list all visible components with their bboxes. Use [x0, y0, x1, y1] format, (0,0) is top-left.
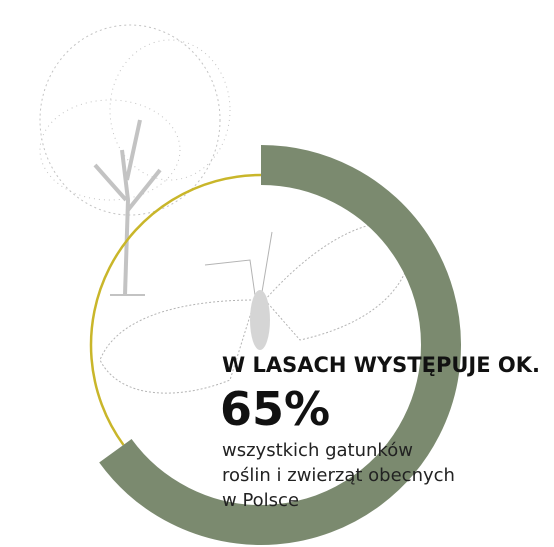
description-line: roślin i zwierząt obecnych [222, 465, 455, 486]
description-line: wszystkich gatunków [222, 440, 413, 461]
tree-illustration [40, 25, 230, 295]
page: W LASACH WYSTĘPUJE OK. 65% wszystkich ga… [0, 0, 554, 547]
headline: W LASACH WYSTĘPUJE OK. [222, 353, 540, 377]
chart: W LASACH WYSTĘPUJE OK. 65% wszystkich ga… [0, 0, 554, 547]
description-line: w Polsce [222, 490, 299, 511]
value-label: 65% [220, 382, 330, 436]
